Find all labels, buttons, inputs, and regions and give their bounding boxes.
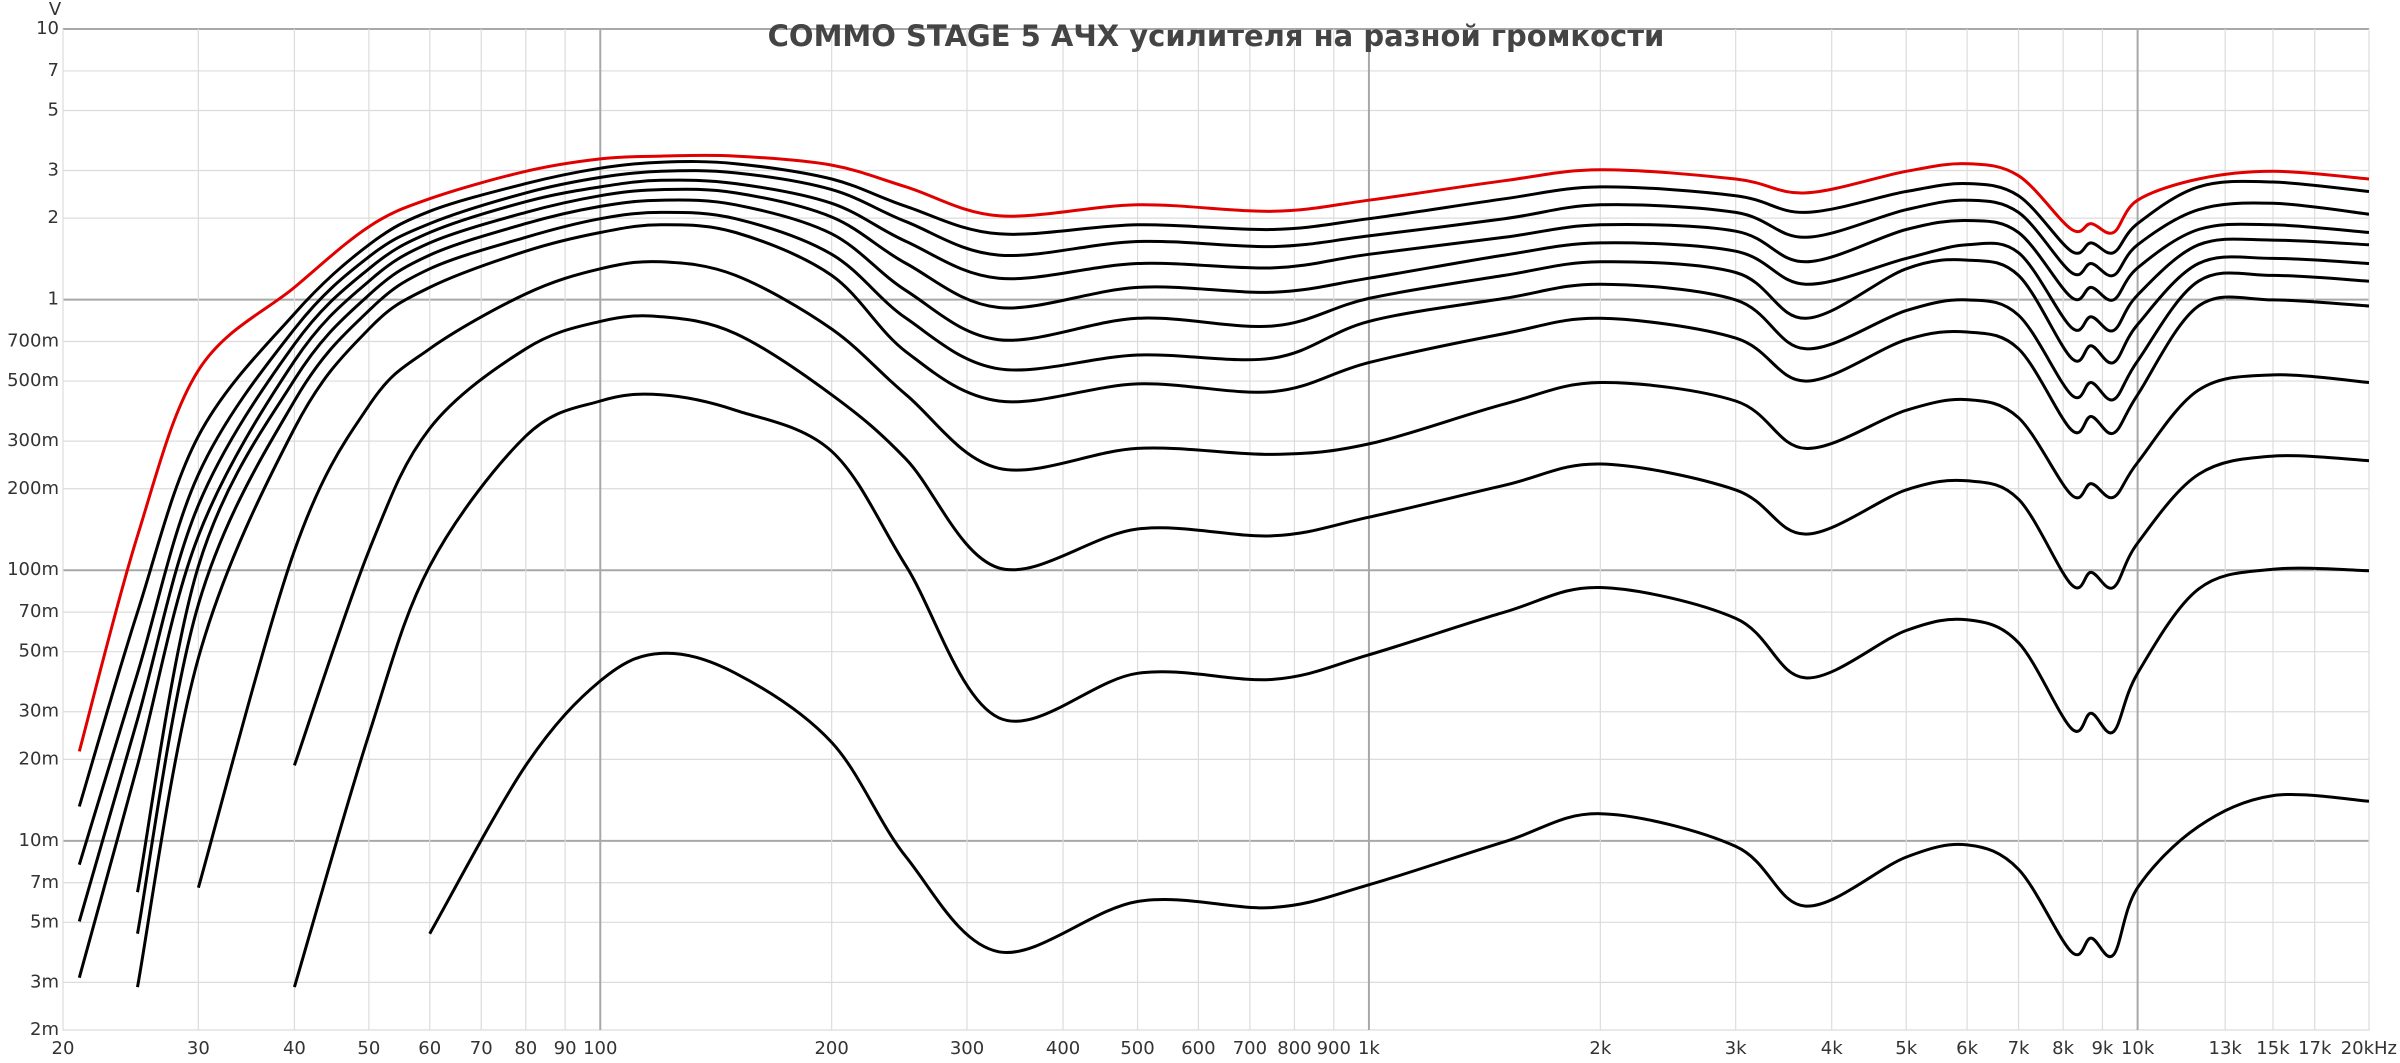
y-tick-label: 70m xyxy=(19,601,59,622)
series-line xyxy=(77,187,2369,979)
series-line xyxy=(136,223,2369,988)
series-line xyxy=(292,314,2369,766)
x-tick-label: 6k xyxy=(1956,1038,1978,1059)
x-tick-label: 3k xyxy=(1725,1038,1747,1059)
y-tick-label: 5 xyxy=(48,99,59,120)
x-tick-label: 2k xyxy=(1589,1038,1611,1059)
x-tick-label: 20 xyxy=(52,1038,75,1059)
x-tick-label: 500 xyxy=(1120,1038,1154,1059)
y-tick-label: 2m xyxy=(30,1019,59,1040)
series-line xyxy=(77,169,2369,866)
series-line xyxy=(77,153,2369,752)
x-tick-label: 9k xyxy=(2091,1038,2113,1059)
series-line xyxy=(196,260,2369,889)
y-tick-label: 100m xyxy=(7,559,59,580)
x-tick-label: 200 xyxy=(814,1038,848,1059)
x-tick-label: 30 xyxy=(187,1038,210,1059)
y-tick-label: 3 xyxy=(48,159,59,180)
y-tick-label: 10 xyxy=(36,18,59,39)
y-tick-label: 5m xyxy=(30,911,59,932)
y-tick-label: 1 xyxy=(48,289,59,310)
x-tick-label: 17k xyxy=(2298,1038,2332,1059)
series-line xyxy=(136,210,2369,934)
x-tick-label: 7k xyxy=(2008,1038,2030,1059)
x-tick-label: 10k xyxy=(2121,1038,2155,1059)
y-axis-label: V xyxy=(49,0,62,20)
y-tick-label: 50m xyxy=(19,641,59,662)
x-tick-label: 5k xyxy=(1895,1038,1917,1059)
chart-title: COMMO STAGE 5 АЧХ усилителя на разной гр… xyxy=(768,19,1665,53)
y-tick-label: 20m xyxy=(19,748,59,769)
x-tick-label: 60 xyxy=(418,1038,441,1059)
plot-area xyxy=(77,153,2369,988)
y-tick-label: 7m xyxy=(30,872,59,893)
labels: 10 7 5 3 2 1 700m 500m 300m 200m 100m 70m 50m 30m 20m 1… xyxy=(7,18,2397,1059)
x-tick-label: 13k xyxy=(2209,1038,2243,1059)
x-tick-label: 600 xyxy=(1181,1038,1215,1059)
x-tick-label: 15k xyxy=(2256,1038,2290,1059)
x-tick-label: 900 xyxy=(1317,1038,1351,1059)
x-tick-label: 300 xyxy=(950,1038,984,1059)
x-tick-label: 50 xyxy=(357,1038,380,1059)
x-tick-label: 100 xyxy=(583,1038,617,1059)
x-tick-label: 70 xyxy=(470,1038,493,1059)
y-tick-label: 500m xyxy=(7,370,59,391)
y-tick-label: 7 xyxy=(48,60,59,81)
series-line xyxy=(136,198,2369,893)
y-tick-label: 30m xyxy=(19,701,59,722)
x-tick-label: 400 xyxy=(1046,1038,1080,1059)
x-tick-label: 40 xyxy=(283,1038,306,1059)
x-tick-label: 700 xyxy=(1233,1038,1267,1059)
y-tick-label: 3m xyxy=(30,971,59,992)
y-tick-label: 2 xyxy=(48,207,59,228)
series-line xyxy=(77,178,2369,922)
x-tick-label: 1k xyxy=(1358,1038,1380,1059)
x-tick-label: 90 xyxy=(554,1038,577,1059)
y-tick-label: 200m xyxy=(7,478,59,499)
series-line xyxy=(428,651,2369,959)
y-tick-label: 10m xyxy=(19,830,59,851)
x-tick-label: 4k xyxy=(1821,1038,1843,1059)
x-tick-label: 20kHz xyxy=(2341,1038,2397,1059)
x-tick-label: 8k xyxy=(2052,1038,2074,1059)
y-tick-label: 700m xyxy=(7,331,59,352)
y-tick-label: 300m xyxy=(7,430,59,451)
series-line xyxy=(77,160,2369,807)
series-line xyxy=(292,392,2369,988)
x-tick-label: 80 xyxy=(514,1038,537,1059)
x-tick-label: 800 xyxy=(1277,1038,1311,1059)
